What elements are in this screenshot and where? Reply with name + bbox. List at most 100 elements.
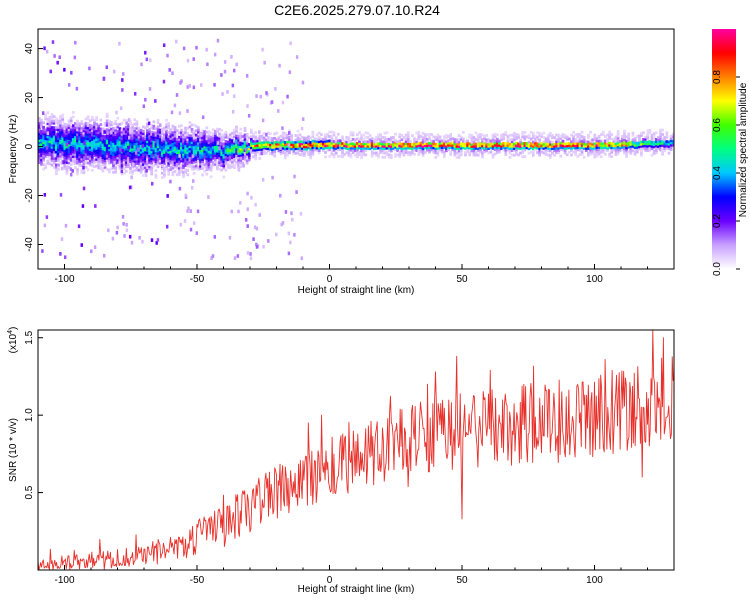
spectrogram-cell xyxy=(95,142,98,146)
spectrogram-cell xyxy=(107,122,111,125)
spectrogram-cell xyxy=(184,135,187,139)
spectrogram-cell xyxy=(614,153,618,157)
spectrogram-cell xyxy=(347,154,351,157)
spectrogram-cell xyxy=(76,155,79,158)
spectrogram-cell xyxy=(309,141,313,144)
spectrogram-cell xyxy=(512,145,516,148)
spectrogram-cell xyxy=(568,144,571,148)
spectrogram-cell xyxy=(476,140,480,144)
spectrogram-cell xyxy=(107,157,111,161)
spectrogram-cell xyxy=(112,148,115,152)
spectrogram-cell xyxy=(483,139,486,143)
spectrogram-cell xyxy=(262,138,266,142)
spectrogram-speckle xyxy=(93,245,97,249)
spectrogram-cell xyxy=(557,133,561,137)
spectrogram-cell xyxy=(86,126,90,130)
spectrogram-cell xyxy=(88,132,92,136)
spectrogram-cell xyxy=(120,128,124,132)
spectrogram-cell xyxy=(91,135,94,139)
spectrogram-cell xyxy=(305,143,308,147)
spectrogram-cell xyxy=(233,159,236,163)
spectrogram-cell xyxy=(150,170,154,174)
spectrogram-cell xyxy=(557,140,561,144)
spectrogram-cell xyxy=(599,133,603,137)
spectrogram-cell xyxy=(127,143,130,146)
spectrogram-cell xyxy=(487,144,491,148)
spectrogram-cell xyxy=(529,146,533,150)
spectrogram-cell xyxy=(57,123,60,127)
spectrogram-cell xyxy=(42,132,45,136)
snr-x-tick-label: 100 xyxy=(586,575,603,586)
spectrogram-cell xyxy=(69,154,73,158)
spectrogram-cell xyxy=(42,141,45,145)
spectrogram-cell xyxy=(254,142,257,145)
spectrogram-cell xyxy=(587,136,590,140)
spectrogram-cell xyxy=(436,149,440,153)
spectrogram-cell xyxy=(258,156,262,160)
spectrogram-cell xyxy=(150,141,154,145)
spectrogram-cell xyxy=(144,152,147,156)
spectrogram-cell xyxy=(659,146,662,150)
spectrogram-speckle xyxy=(63,255,67,260)
spectrogram-cell xyxy=(169,134,173,138)
spectrogram-speckle xyxy=(128,185,132,190)
spectrogram-speckle xyxy=(255,245,259,249)
spectrogram-cell xyxy=(135,148,139,152)
spectrogram-cell xyxy=(78,133,81,137)
spectrogram-cell xyxy=(303,145,306,149)
spectrogram-cell xyxy=(216,151,219,155)
spectrogram-speckle xyxy=(119,147,122,152)
spectrogram-cell xyxy=(133,129,137,133)
spectrogram-speckle xyxy=(118,41,121,46)
spectrogram-cell xyxy=(362,142,366,146)
spectrogram-cell xyxy=(351,137,355,141)
spectrogram-cell xyxy=(184,133,187,137)
spectrogram-cell xyxy=(633,152,637,156)
spectrogram-cell xyxy=(555,146,558,150)
spectrogram-cell xyxy=(180,168,183,172)
spectrogram-cell xyxy=(48,135,52,139)
spectrogram-cell xyxy=(303,138,306,142)
spectrogram-cell xyxy=(288,149,291,152)
spectrogram-cell xyxy=(472,142,476,146)
spectrogram-cell xyxy=(112,155,115,159)
spectrogram-cell xyxy=(154,162,158,166)
spectrogram-cell xyxy=(324,155,327,159)
spectrogram-cell xyxy=(254,148,257,152)
spectrogram-speckle xyxy=(145,57,148,62)
spectrogram-cell xyxy=(154,153,158,157)
spectrogram-speckle xyxy=(261,47,264,52)
spectrogram-speckle xyxy=(145,168,148,173)
spectrogram-cell xyxy=(351,151,355,154)
spectrogram-cell xyxy=(197,152,200,156)
spectrogram-cell xyxy=(213,160,217,164)
spectrogram-cell xyxy=(574,142,578,146)
spectrogram-cell xyxy=(107,155,111,158)
spectrogram-cell xyxy=(349,148,353,152)
spectrogram-cell xyxy=(235,160,238,164)
spectrogram-cell xyxy=(247,136,251,140)
spectrogram-cell xyxy=(163,173,166,176)
spectrogram-cell xyxy=(156,160,160,164)
spectrogram-cell xyxy=(163,155,166,159)
spectrogram-cell xyxy=(57,128,60,131)
spectrogram-cell xyxy=(457,149,461,153)
spectrogram-cell xyxy=(334,138,338,142)
spectrogram-cell xyxy=(277,149,281,153)
spectrogram-cell xyxy=(334,142,338,146)
spectrogram-cell xyxy=(489,146,493,150)
spectrogram-cell xyxy=(663,144,667,148)
spectrogram-cell xyxy=(199,138,202,142)
spectrogram-cell xyxy=(275,147,279,150)
spectrogram-cell xyxy=(536,135,539,139)
spectrogram-speckle xyxy=(49,69,52,74)
spectrogram-cell xyxy=(38,154,41,158)
spectrogram-cell xyxy=(591,151,595,155)
spectrogram-cell xyxy=(574,140,578,143)
spectrogram-cell xyxy=(385,146,389,150)
spectrogram-cell xyxy=(239,147,243,151)
spectrogram-cell xyxy=(93,138,96,142)
spectrogram-cell xyxy=(419,143,423,147)
spectrogram-cell xyxy=(156,140,160,144)
spectrogram-cell xyxy=(133,164,137,168)
